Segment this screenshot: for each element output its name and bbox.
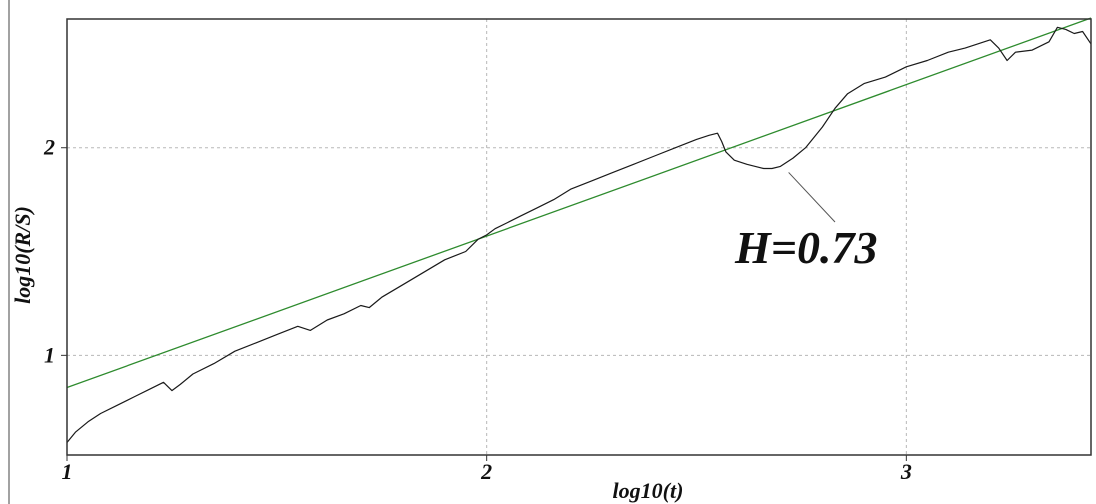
- plot-frame: [66, 18, 1092, 456]
- rs-data-line: [66, 26, 1092, 443]
- x-tick-label-1: 2: [480, 459, 492, 484]
- y-tick-label-0: 1: [44, 342, 55, 367]
- y-axis-ticks: 12: [43, 135, 67, 367]
- y-tick-label-1: 2: [43, 135, 55, 160]
- y-axis-title: log10(R/S): [10, 206, 35, 304]
- x-axis-title: log10(t): [613, 478, 684, 503]
- x-tick-label-0: 1: [62, 459, 73, 484]
- fit-line: [66, 17, 1092, 389]
- series-layer: [66, 17, 1092, 443]
- x-axis-ticks: 1 2 3: [62, 455, 912, 484]
- x-tick-label-2: 3: [900, 459, 912, 484]
- hurst-exponent-annotation: H=0.73: [734, 222, 878, 273]
- annotation-leader-line: [788, 172, 836, 223]
